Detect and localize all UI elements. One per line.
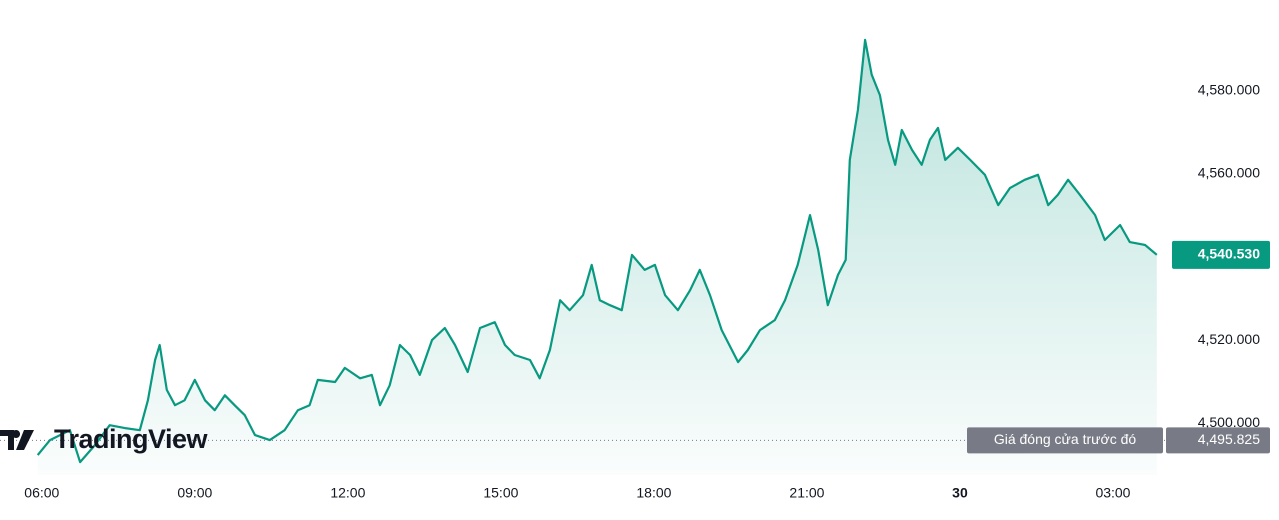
previous-close-value-tag — [1166, 427, 1270, 454]
price-line — [36, 38, 1158, 464]
x-tick-label: 18:00 — [636, 485, 671, 501]
y-tick-label: 4,500.000 — [1198, 414, 1260, 430]
logo-text: TradingView — [54, 424, 209, 454]
previous-close-value: 4,495.825 — [1198, 431, 1260, 447]
y-tick-label: 4,560.000 — [1198, 165, 1260, 181]
y-tick-label: 4,580.000 — [1198, 82, 1260, 98]
x-tick-label: 09:00 — [177, 485, 212, 501]
last-price-label: 4,540.530 — [1198, 246, 1260, 262]
previous-close-label: Giá đóng cửa trước đó — [994, 431, 1137, 447]
area-fill — [37, 39, 1157, 476]
y-tick-label: 4,520.000 — [1198, 331, 1260, 347]
plot-area — [0, 38, 1165, 476]
logo: TradingView — [0, 424, 209, 454]
x-tick-label: 06:00 — [24, 485, 59, 501]
previous-close-tag — [967, 427, 1163, 454]
x-tick-label: 30 — [952, 485, 968, 501]
logo-icon — [0, 430, 34, 450]
x-tick-label: 21:00 — [789, 485, 824, 501]
x-tick-label: 15:00 — [483, 485, 518, 501]
last-price-tag — [1172, 240, 1270, 269]
x-tick-label: 03:00 — [1095, 485, 1130, 501]
x-tick-label: 12:00 — [330, 485, 365, 501]
